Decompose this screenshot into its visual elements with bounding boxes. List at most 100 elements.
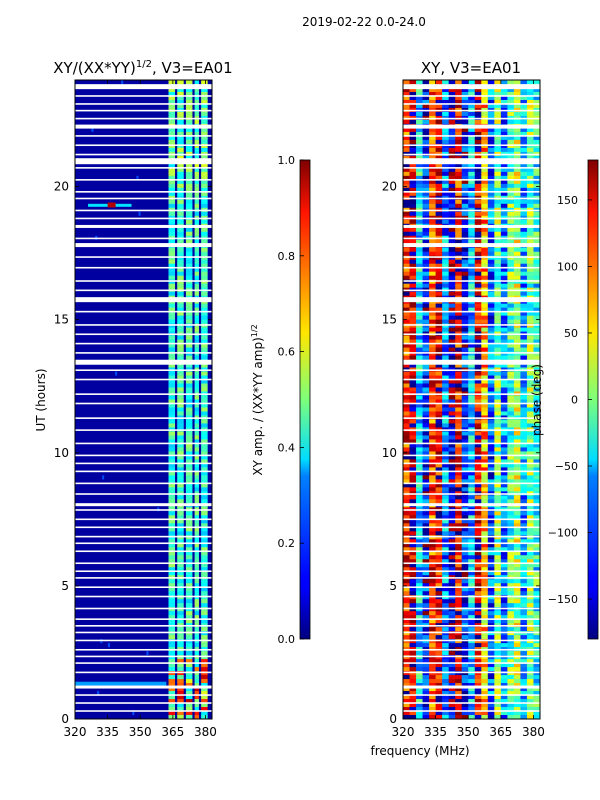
heatmap-cell — [513, 499, 521, 504]
heatmap-cell — [455, 487, 463, 492]
heatmap-cell — [455, 663, 463, 668]
heatmap-cell — [474, 679, 482, 684]
heatmap-cell — [520, 467, 528, 472]
data-gap-line — [403, 191, 540, 193]
heatmap-cell — [403, 407, 410, 412]
heatmap-cell — [429, 631, 436, 636]
heatmap-cell — [185, 155, 193, 161]
heatmap-cell — [429, 479, 436, 484]
heatmap-cell — [409, 255, 417, 261]
heatmap-cell — [520, 411, 528, 416]
data-gap-line — [403, 402, 540, 405]
heatmap-cell — [507, 619, 515, 624]
heatmap-cell — [526, 559, 534, 564]
heatmap-cell — [168, 411, 176, 416]
heatmap-cell — [201, 699, 208, 704]
heatmap-cell — [526, 703, 534, 708]
heatmap-cell — [461, 103, 469, 109]
heatmap-cell — [533, 307, 540, 312]
heatmap-cell — [185, 483, 193, 488]
heatmap-cell — [416, 203, 423, 209]
heatmap-cell — [455, 547, 463, 552]
heatmap-cell — [435, 395, 443, 400]
heatmap-cell — [442, 395, 449, 400]
heatmap-cell — [533, 163, 540, 169]
heatmap-cell — [487, 315, 495, 320]
heatmap-cell — [403, 227, 410, 233]
heatmap-cell — [500, 559, 508, 564]
heatmap-cell — [194, 527, 199, 532]
heatmap-cell — [507, 439, 515, 444]
heatmap-cell — [429, 463, 436, 468]
heatmap-cell — [526, 111, 534, 117]
heatmap-cell — [481, 439, 489, 444]
heatmap-cell — [422, 379, 430, 384]
heatmap-cell — [177, 323, 184, 328]
heatmap-cell — [513, 715, 521, 719]
heatmap-cell — [487, 311, 495, 316]
heatmap-cell — [468, 175, 476, 181]
heatmap-cell — [435, 519, 443, 524]
heatmap-cell — [461, 259, 469, 265]
heatmap-cell — [448, 91, 456, 97]
heatmap-cell — [429, 519, 436, 524]
heatmap-cell — [403, 467, 410, 472]
heatmap-cell — [481, 455, 489, 460]
heatmap-cell — [422, 339, 430, 344]
heatmap-cell — [422, 343, 430, 348]
heatmap-cell — [468, 95, 476, 101]
heatmap-cell — [185, 231, 193, 237]
data-gap-line — [403, 393, 540, 395]
heatmap-cell — [185, 99, 193, 105]
heatmap-cell — [201, 319, 208, 324]
heatmap-cell — [416, 255, 423, 261]
heatmap-cell — [494, 419, 502, 424]
heatmap-cell — [455, 591, 463, 596]
heatmap-cell — [185, 327, 193, 332]
heatmap-cell — [481, 479, 489, 484]
heatmap-cell — [533, 199, 540, 205]
heatmap-cell — [185, 579, 193, 584]
heatmap-cell — [526, 443, 534, 448]
heatmap-cell — [403, 323, 410, 328]
heatmap-cell — [461, 455, 469, 460]
heatmap-cell — [513, 355, 521, 360]
heatmap-cell — [455, 495, 463, 500]
heatmap-cell — [494, 555, 502, 560]
heatmap-cell — [455, 467, 463, 472]
heatmap-cell — [416, 443, 423, 448]
heatmap-cell — [526, 555, 534, 560]
heatmap-cell — [416, 327, 423, 332]
heatmap-cell — [448, 103, 456, 109]
heatmap-cell — [168, 139, 176, 145]
heatmap-cell — [474, 191, 482, 197]
heatmap-cell — [435, 535, 443, 540]
heatmap-cell — [494, 95, 502, 101]
heatmap-cell — [461, 307, 469, 312]
heatmap-cell — [481, 111, 489, 117]
heatmap-cell — [526, 711, 534, 716]
heatmap-cell — [461, 303, 469, 308]
heatmap-cell — [520, 291, 528, 296]
heatmap-cell — [185, 323, 193, 328]
heatmap-cell — [533, 147, 540, 153]
heatmap-cell — [403, 495, 410, 500]
heatmap-cell — [526, 139, 534, 145]
heatmap-cell — [442, 535, 449, 540]
heatmap-cell — [435, 655, 443, 660]
heatmap-cell — [481, 315, 489, 320]
heatmap-cell — [429, 95, 436, 101]
heatmap-cell — [481, 691, 489, 696]
heatmap-cell — [461, 619, 469, 624]
heatmap-cell — [422, 651, 430, 656]
heatmap-cell — [435, 639, 443, 644]
heatmap-cell — [416, 603, 423, 608]
heatmap-cell — [487, 671, 495, 676]
heatmap-cell — [500, 91, 508, 97]
heatmap-cell — [442, 579, 449, 584]
heatmap-cell — [409, 699, 417, 704]
heatmap-cell — [403, 603, 410, 608]
heatmap-cell — [474, 499, 482, 504]
heatmap-cell — [201, 639, 208, 644]
heatmap-cell — [533, 191, 540, 197]
